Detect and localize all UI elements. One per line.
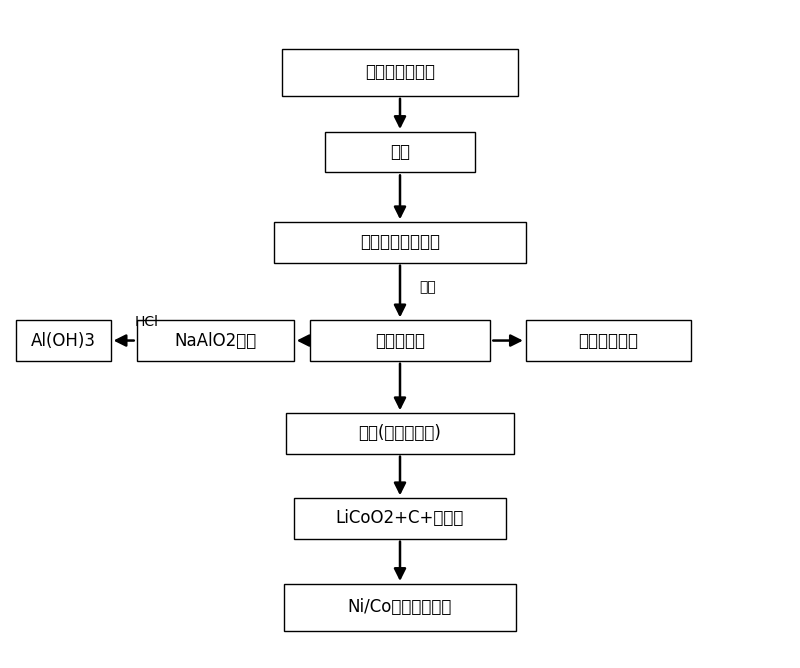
Text: Ni/Co电池负极材料: Ni/Co电池负极材料 xyxy=(348,599,452,617)
FancyBboxPatch shape xyxy=(274,222,526,263)
Text: LiCoO2+C+粘结剂: LiCoO2+C+粘结剂 xyxy=(336,510,464,528)
Text: 干燥(不需要清洗): 干燥(不需要清洗) xyxy=(358,424,442,442)
FancyBboxPatch shape xyxy=(284,584,516,631)
FancyBboxPatch shape xyxy=(326,132,474,172)
Text: 浓碱: 浓碱 xyxy=(420,280,437,294)
FancyBboxPatch shape xyxy=(282,49,518,96)
Text: 氢气压缩储存: 氢气压缩储存 xyxy=(578,331,638,349)
Text: Al(OH)3: Al(OH)3 xyxy=(31,331,96,349)
FancyBboxPatch shape xyxy=(286,413,514,454)
FancyBboxPatch shape xyxy=(310,320,490,361)
Text: HCl: HCl xyxy=(135,315,159,329)
FancyBboxPatch shape xyxy=(526,320,691,361)
FancyBboxPatch shape xyxy=(16,320,110,361)
Text: 放入制氢机: 放入制氢机 xyxy=(375,331,425,349)
Text: 剥壳: 剥壳 xyxy=(390,143,410,161)
Text: NaAlO2溶液: NaAlO2溶液 xyxy=(174,331,256,349)
FancyBboxPatch shape xyxy=(294,498,506,538)
FancyBboxPatch shape xyxy=(137,320,294,361)
Text: 锂离子废旧电池: 锂离子废旧电池 xyxy=(365,63,435,81)
Text: 正极材料机械粉碎: 正极材料机械粉碎 xyxy=(360,233,440,251)
